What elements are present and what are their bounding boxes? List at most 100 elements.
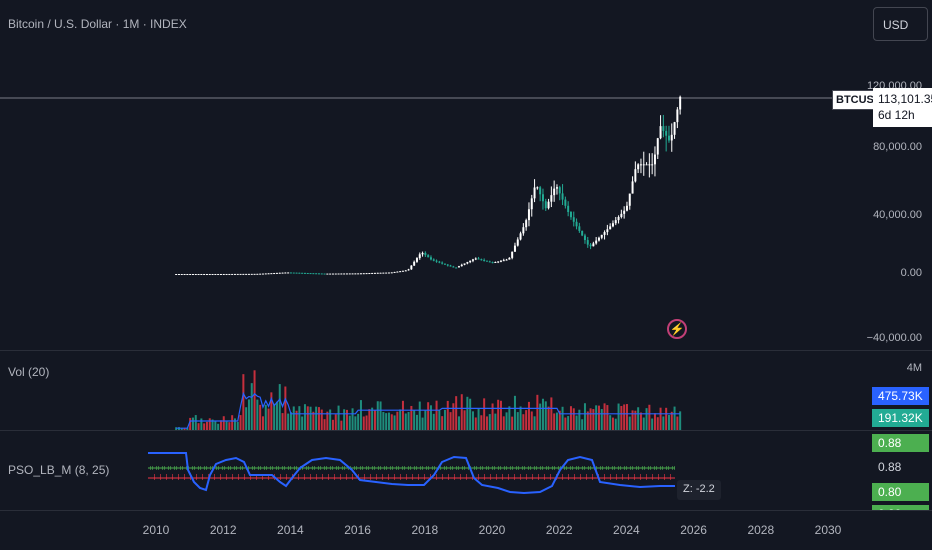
volume-bar [200, 418, 203, 430]
osc-hist-bar [268, 474, 269, 480]
osc-hist-bar [256, 474, 257, 480]
volume-bar [281, 413, 284, 430]
volume-bar [572, 408, 575, 430]
volume-bar [477, 408, 480, 430]
oscillator-line [148, 452, 675, 495]
volume-bar [631, 410, 634, 430]
candle [329, 273, 332, 275]
candle [679, 96, 682, 110]
candle [261, 273, 264, 275]
candle [527, 209, 530, 221]
candle [396, 271, 399, 273]
candle [203, 273, 206, 275]
osc-hist-bar [196, 474, 197, 480]
candle [259, 273, 262, 275]
volume-bar [457, 416, 460, 430]
candle [200, 273, 203, 275]
candle [480, 259, 483, 261]
volume-bar [634, 410, 637, 430]
candle [189, 273, 192, 275]
osc-hist-bar [586, 474, 587, 480]
candle [334, 273, 337, 275]
volume-chart[interactable] [0, 350, 860, 430]
osc-hist-bar [220, 474, 221, 480]
candle [298, 272, 301, 274]
pane-divider[interactable] [0, 430, 932, 431]
volume-bar [309, 406, 312, 430]
currency-button[interactable]: USD [873, 7, 928, 41]
volume-bar [197, 423, 200, 430]
volume-bar [317, 407, 320, 430]
candle [625, 205, 628, 211]
time-axis-label: 2024 [613, 523, 640, 537]
volume-bar [533, 416, 536, 430]
volume-bar [211, 419, 214, 430]
volume-bar [228, 422, 231, 430]
candle [186, 274, 189, 275]
candle [317, 273, 320, 275]
volume-bar [438, 410, 441, 430]
osc-hist-bar [322, 474, 323, 480]
candle [387, 272, 390, 274]
volume-bar [466, 396, 469, 430]
lightning-icon[interactable]: ⚡ [667, 319, 687, 339]
candle [665, 130, 668, 136]
osc-hist-bar [334, 474, 335, 480]
volume-bar [617, 403, 620, 430]
osc-hist-bar [394, 474, 395, 480]
volume-bar [659, 407, 662, 430]
candle [371, 272, 374, 274]
volume-bar [250, 383, 253, 430]
osc-hist-bar [340, 474, 341, 480]
candle [270, 273, 273, 275]
osc-hist-bar [550, 474, 551, 480]
candle [620, 213, 623, 217]
candle [208, 273, 211, 275]
volume-bar [379, 401, 382, 430]
oscillator-chart[interactable] [0, 430, 860, 510]
candle [443, 263, 446, 265]
volume-bar [267, 408, 270, 430]
volume-bar [645, 408, 648, 430]
volume-bar [387, 412, 390, 430]
volume-bar [329, 409, 332, 430]
candle [292, 272, 295, 274]
candle [609, 226, 612, 230]
osc-hist-bar [160, 474, 161, 480]
candle [553, 188, 556, 196]
candle [228, 273, 231, 275]
volume-bar [460, 394, 463, 430]
osc-hist-bar [658, 474, 659, 480]
volume-bar [547, 406, 550, 430]
candle [502, 260, 505, 262]
volume-bar [376, 401, 379, 430]
candle [662, 126, 665, 131]
osc-hist-bar [418, 474, 419, 480]
volume-bar [544, 401, 547, 430]
candle [354, 273, 357, 275]
osc-hist-bar [460, 474, 461, 480]
osc-value-badge: 0.80 [872, 505, 929, 510]
volume-bar [499, 400, 502, 430]
volume-bar [242, 374, 245, 430]
volume-bar [407, 412, 410, 430]
candle [401, 270, 404, 272]
volume-bar [648, 404, 651, 430]
candle [639, 164, 642, 166]
pane-divider[interactable] [0, 350, 932, 351]
candle [634, 169, 637, 182]
price-chart[interactable] [0, 0, 932, 350]
time-axis-label: 2026 [680, 523, 707, 537]
volume-bar [312, 411, 315, 430]
osc-hist-bar [406, 474, 407, 480]
osc-hist-bar [154, 474, 155, 480]
volume-bar [390, 414, 393, 430]
volume-bar [424, 410, 427, 430]
volume-bar [597, 405, 600, 430]
volume-bar [449, 412, 452, 430]
volume-bar [362, 416, 365, 430]
volume-bar [323, 419, 326, 430]
volume-bar [609, 415, 612, 430]
candle [418, 254, 421, 259]
volume-bar [256, 399, 259, 430]
